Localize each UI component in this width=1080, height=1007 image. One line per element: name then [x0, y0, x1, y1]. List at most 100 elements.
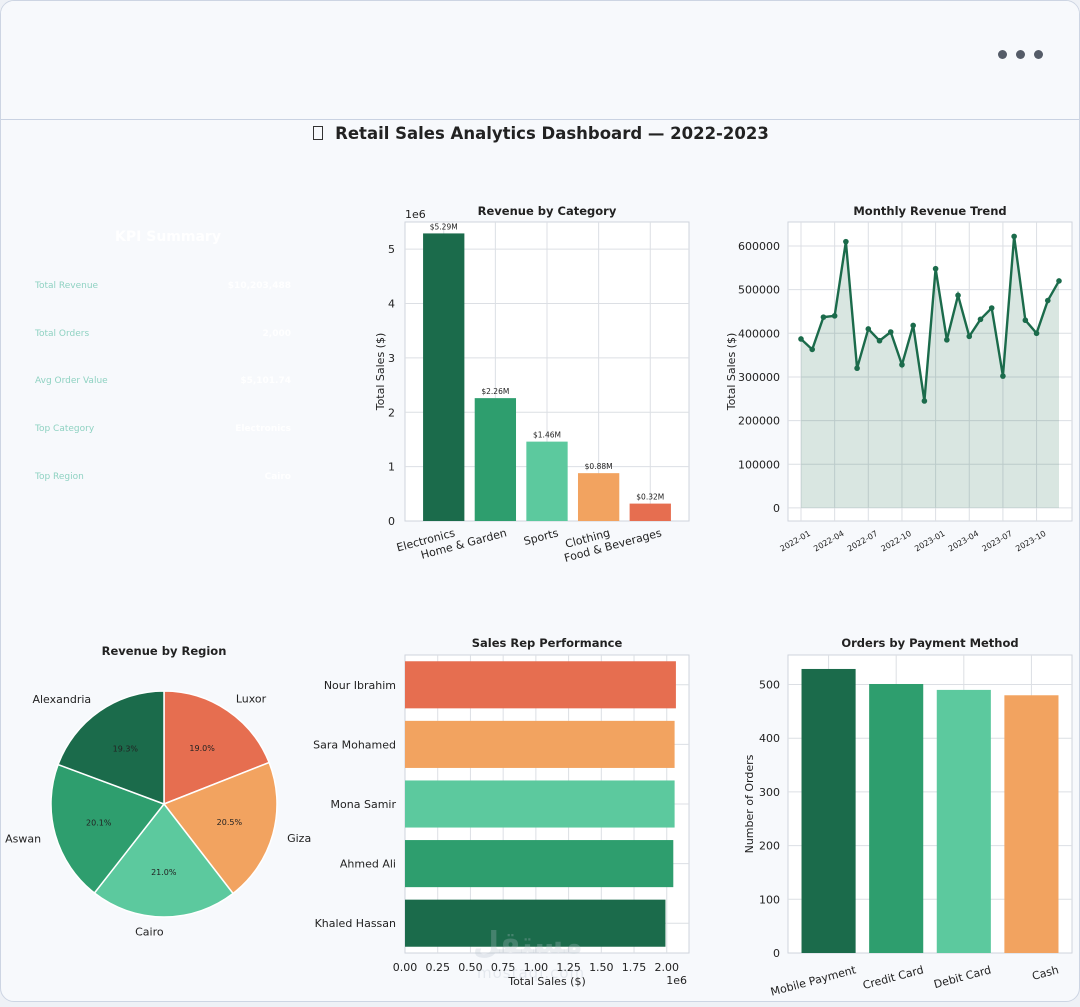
- data-point: [854, 365, 860, 372]
- kpi-value: 2,000: [262, 329, 291, 339]
- pie-pct-label: 19.0%: [189, 744, 215, 753]
- x-tick-label: 2023-10: [1014, 529, 1047, 554]
- kpi-row-avg-order-value: Avg Order Value $5,101.74: [35, 376, 291, 392]
- bar-nour-ibrahim: [405, 661, 676, 709]
- pie-slice-alexandria: [57, 690, 165, 806]
- watermark-url: mostaql.com: [477, 964, 586, 982]
- pie-pct-label: 20.1%: [86, 818, 112, 827]
- y-tick-label: Mona Samir: [331, 798, 397, 811]
- data-label: $2.26M: [481, 387, 509, 396]
- y-axis-label: Total Sales ($): [374, 333, 387, 412]
- data-point: [910, 322, 916, 329]
- data-point: [1056, 278, 1062, 284]
- y-tick-label: Nour Ibrahim: [324, 679, 396, 692]
- data-point: [1000, 373, 1006, 379]
- y-tick-label: 400: [759, 732, 780, 745]
- chart-icon: [313, 126, 324, 140]
- bar-food-beverages: [629, 503, 671, 521]
- pie-pct-label: 20.5%: [217, 818, 243, 827]
- y-tick-label: 0: [773, 502, 780, 515]
- y-tick-label: 3: [388, 352, 395, 365]
- pie-label: Cairo: [135, 926, 164, 939]
- y-tick-label: 1: [388, 461, 395, 474]
- x-axis-label: Total Sales ($): [507, 975, 586, 988]
- x-tick-label: 0.00: [393, 961, 418, 974]
- pie-label: Giza: [287, 832, 311, 845]
- bar-credit-card: [869, 683, 924, 953]
- chart-title: Monthly Revenue Trend: [853, 204, 1006, 218]
- kpi-row-total-revenue: Total Revenue $10,203,488: [35, 281, 291, 297]
- y-tick-label: 200000: [738, 415, 780, 428]
- y-tick-label: 300: [759, 786, 780, 799]
- bar-clothing: [577, 473, 620, 521]
- pie-pct-label: 21.0%: [151, 868, 177, 877]
- bar-ahmed-ali: [405, 840, 674, 888]
- kpi-label: Total Revenue: [35, 281, 99, 291]
- pie-label: Aswan: [5, 833, 41, 846]
- bar-sara-mohamed: [405, 720, 675, 768]
- data-point: [1022, 317, 1029, 324]
- x-tick-label: 2022-04: [812, 529, 845, 554]
- plot-area: [787, 221, 1073, 522]
- bar-home-garden: [474, 398, 517, 521]
- kpi-label: Total Orders: [35, 329, 90, 339]
- bar-mona-samir: [405, 780, 675, 828]
- watermark: مستقل: [473, 926, 583, 961]
- x-tick-label: Credit Card: [861, 963, 925, 992]
- chart-title: Orders by Payment Method: [841, 636, 1018, 650]
- window-header: [1, 1, 1079, 120]
- x-tick-label: 2.00: [655, 961, 680, 974]
- x-tick-label: 0.75: [491, 961, 516, 974]
- pie-slice-cairo: [93, 802, 235, 918]
- pie-label: Luxor: [236, 692, 267, 705]
- data-point: [944, 337, 950, 343]
- bar-electronics: [423, 233, 465, 521]
- data-point: [843, 238, 849, 245]
- y-tick-label: 200: [759, 840, 780, 853]
- bar-mobile-payment: [801, 668, 856, 953]
- y-tick-label: 0: [388, 515, 395, 528]
- x-tick-label: 2023-07: [980, 529, 1013, 554]
- dashboard-title: Retail Sales Analytics Dashboard — 2022-…: [1, 122, 1079, 146]
- data-label: $1.46M: [533, 431, 561, 440]
- data-point: [809, 346, 816, 353]
- y-tick-label: 4: [388, 298, 395, 311]
- data-label: $5.29M: [430, 222, 458, 231]
- data-point: [831, 313, 838, 319]
- y-tick-label: Sara Mohamed: [313, 738, 396, 751]
- x-tick-label: 2023-04: [947, 529, 980, 554]
- x-tick-label: 2022-07: [846, 529, 879, 554]
- pie-label: Alexandria: [32, 693, 91, 706]
- y-tick-label: 2: [388, 406, 395, 419]
- y-axis-label: Number of Orders: [743, 754, 756, 853]
- data-point: [798, 336, 804, 342]
- y-tick-label: 500: [759, 679, 780, 692]
- data-point: [977, 316, 984, 323]
- y-tick-label: 400000: [738, 327, 780, 340]
- ellipsis-icon[interactable]: [998, 50, 1043, 59]
- x-tick-label: 2023-01: [913, 529, 946, 554]
- y-tick-label: 5: [388, 243, 395, 256]
- area-fill: [801, 236, 1059, 508]
- y-tick-label: 300000: [738, 371, 780, 384]
- kpi-label: Top Category: [35, 424, 95, 434]
- x-tick-label: 1.25: [556, 961, 581, 974]
- kpi-summary-title: KPI Summary: [115, 229, 221, 245]
- y-tick-label: Khaled Hassan: [315, 917, 396, 930]
- y-axis-label: Total Sales ($): [725, 333, 738, 412]
- x-tick-label: 1.75: [622, 961, 647, 974]
- data-point: [1033, 330, 1040, 337]
- y-tick-label: 600000: [738, 240, 780, 253]
- series-line: [800, 236, 1061, 402]
- x-tick-label: Sports: [522, 526, 560, 548]
- data-point: [865, 326, 872, 332]
- pie-slice-aswan: [50, 763, 166, 895]
- y-tick-label: Ahmed Ali: [340, 858, 396, 871]
- kpi-row-top-region: Top Region Cairo: [35, 472, 291, 488]
- x-tick-label: 0.25: [425, 961, 450, 974]
- chart-title: Revenue by Region: [102, 644, 227, 658]
- kpi-value: $10,203,488: [227, 281, 291, 291]
- bar-debit-card: [936, 689, 991, 953]
